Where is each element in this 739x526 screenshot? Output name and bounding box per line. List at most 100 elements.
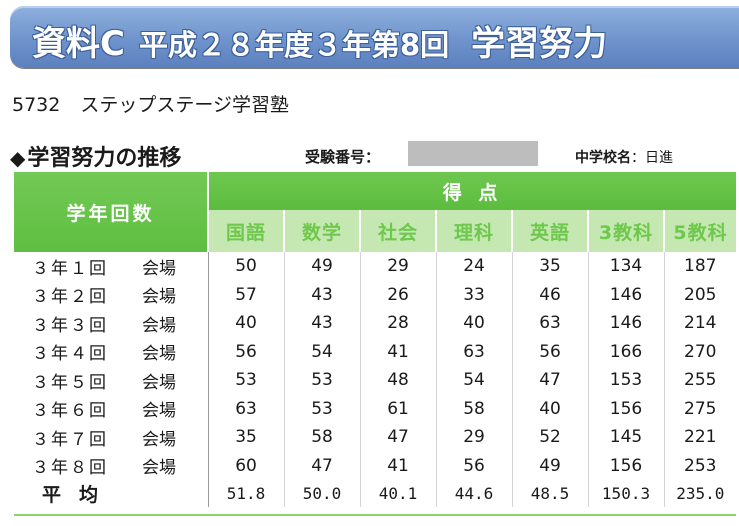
score-cell: 40 <box>511 394 589 423</box>
score-cell: 52 <box>511 423 589 452</box>
score-cell: 146 <box>587 280 665 309</box>
average-cell: 44.6 <box>435 480 513 507</box>
score-cell: 61 <box>359 394 437 423</box>
banner-label: 資料C <box>32 24 125 64</box>
table-row: ３年１回 会場 50 49 29 24 35 134 187 <box>14 252 737 281</box>
score-cell: 56 <box>511 337 589 366</box>
score-cell: 187 <box>663 252 737 281</box>
score-cell: 47 <box>511 366 589 395</box>
score-cell: 35 <box>511 252 589 281</box>
score-cell: 29 <box>359 252 437 281</box>
banner-period: 平成２８年度３年第8回 <box>138 28 450 62</box>
score-cell: 43 <box>283 280 361 309</box>
score-cell: 48 <box>359 366 437 395</box>
row-venue: 会場 <box>142 344 176 365</box>
exam-number-redaction <box>408 141 538 166</box>
score-cell: 49 <box>283 252 361 281</box>
score-cell: 56 <box>207 337 285 366</box>
row-name: ３年６回 <box>32 401 108 422</box>
table-row: ３年６回 会場 63 53 61 58 40 156 275 <box>14 394 737 423</box>
school-label-key: 中学校名 <box>575 150 631 166</box>
score-cell: 47 <box>283 451 361 480</box>
average-cell: 150.3 <box>587 480 665 507</box>
average-row: 平均 51.8 50.0 40.1 44.6 48.5 150.3 235.0 <box>14 480 737 507</box>
row-name: ３年１回 <box>32 258 108 279</box>
subject-header: 3教科 <box>587 210 665 252</box>
exam-number-label: 受験番号： <box>305 148 381 166</box>
score-cell: 253 <box>663 451 737 480</box>
score-cell: 49 <box>511 451 589 480</box>
score-cell: 153 <box>587 366 665 395</box>
school-label-value: 日進 <box>645 150 673 166</box>
score-table: 学年回数 得 点 国語 数学 社会 理科 英語 3教科 5教科 ３年１回 会場 50… <box>14 172 737 507</box>
subject-header: 社会 <box>359 210 437 252</box>
average-cell: 50.0 <box>283 480 361 507</box>
row-venue: 会場 <box>142 458 176 479</box>
row-venue: 会場 <box>142 315 176 336</box>
score-cell: 57 <box>207 280 285 309</box>
row-name: ３年８回 <box>32 458 108 479</box>
score-cell: 41 <box>359 337 437 366</box>
row-venue: 会場 <box>142 429 176 450</box>
score-cell: 56 <box>435 451 513 480</box>
row-venue: 会場 <box>142 287 176 308</box>
average-cell: 235.0 <box>663 480 737 507</box>
score-cell: 205 <box>663 280 737 309</box>
table-bottom-border <box>14 514 736 516</box>
subject-header: 理科 <box>435 210 513 252</box>
average-cell: 48.5 <box>511 480 589 507</box>
score-cell: 221 <box>663 423 737 452</box>
table-row: ３年７回 会場 35 58 47 29 52 145 221 <box>14 423 737 452</box>
score-cell: 24 <box>435 252 513 281</box>
score-cell: 134 <box>587 252 665 281</box>
section-title-text: 学習努力の推移 <box>27 146 182 171</box>
row-name: ３年２回 <box>32 287 108 308</box>
score-cell: 53 <box>283 394 361 423</box>
score-cell: 214 <box>663 309 737 338</box>
banner-title: 学習努力 <box>471 24 608 64</box>
subject-header: 国語 <box>208 210 285 252</box>
score-cell: 54 <box>283 337 361 366</box>
diamond-bullet-icon: ◆ <box>10 146 26 170</box>
row-name: ３年４回 <box>32 344 108 365</box>
score-cell: 63 <box>207 394 285 423</box>
score-cell: 26 <box>359 280 437 309</box>
row-name: ３年３回 <box>32 315 108 336</box>
score-cell: 166 <box>587 337 665 366</box>
school-code: 5732 <box>12 94 61 116</box>
score-cell: 63 <box>511 309 589 338</box>
school-line: 5732 ステップステージ学習塾 <box>12 90 289 117</box>
row-venue: 会場 <box>142 258 176 279</box>
school-name: ステップステージ学習塾 <box>80 94 289 116</box>
score-cell: 255 <box>663 366 737 395</box>
section-title: ◆学習努力の推移 <box>10 140 181 172</box>
score-cell: 40 <box>207 309 285 338</box>
score-cell: 53 <box>207 366 285 395</box>
score-cell: 270 <box>663 337 737 366</box>
score-cell: 35 <box>207 423 285 452</box>
table-row: ３年８回 会場 60 47 41 56 49 156 253 <box>14 451 737 480</box>
document-banner: 資料C 平成２８年度３年第8回 学習努力 <box>10 6 739 68</box>
average-cell: 40.1 <box>359 480 437 507</box>
score-cell: 275 <box>663 394 737 423</box>
row-header-cell: 学年回数 <box>14 172 210 252</box>
row-name: ３年５回 <box>32 372 108 393</box>
score-cell: 146 <box>587 309 665 338</box>
score-cell: 43 <box>283 309 361 338</box>
table-row: ３年２回 会場 57 43 26 33 46 146 205 <box>14 280 737 309</box>
score-cell: 58 <box>283 423 361 452</box>
row-venue: 会場 <box>142 401 176 422</box>
score-cell: 33 <box>435 280 513 309</box>
section-header: ◆学習努力の推移 受験番号： 中学校名：日進 <box>10 140 730 172</box>
score-cell: 46 <box>511 280 589 309</box>
average-label: 平均 <box>42 484 117 506</box>
score-header-cell: 得 点 <box>208 172 737 210</box>
school-label: 中学校名：日進 <box>575 147 673 167</box>
subject-header: 英語 <box>511 210 589 252</box>
school-label-colon: ： <box>631 150 645 166</box>
score-cell: 50 <box>207 252 285 281</box>
row-name: ３年７回 <box>32 429 108 450</box>
score-cell: 63 <box>435 337 513 366</box>
score-cell: 60 <box>207 451 285 480</box>
score-cell: 156 <box>587 451 665 480</box>
